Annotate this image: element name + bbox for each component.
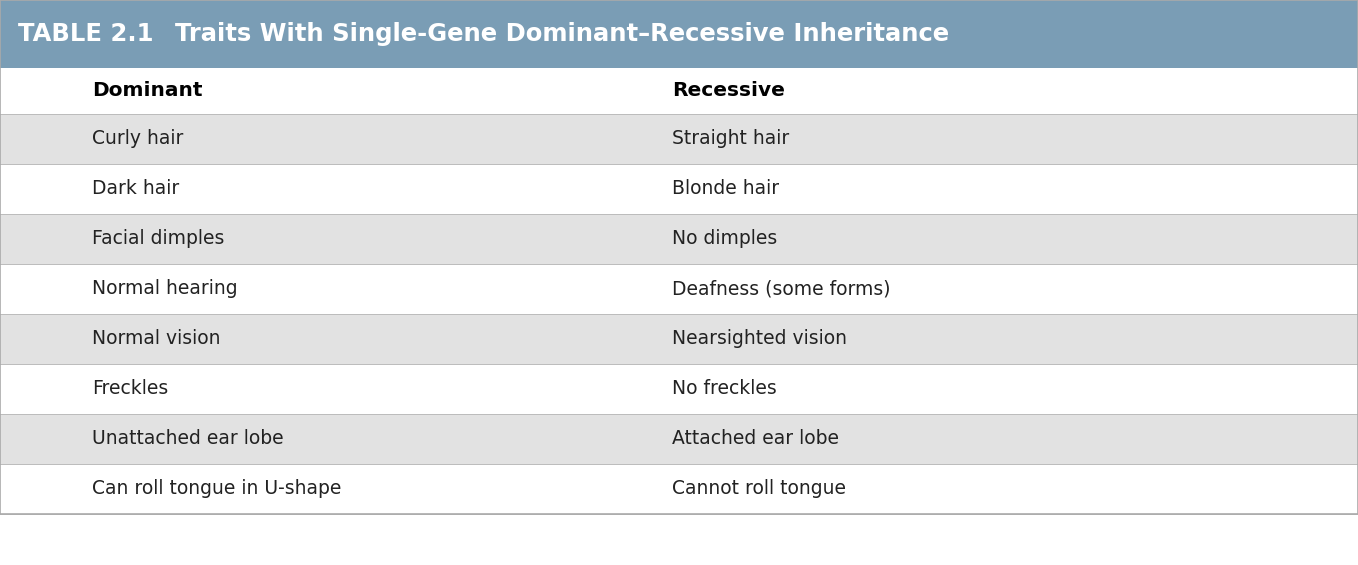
Bar bbox=[0, 214, 1358, 264]
Text: No dimples: No dimples bbox=[672, 229, 778, 249]
Text: Freckles: Freckles bbox=[92, 380, 168, 398]
Text: Dominant: Dominant bbox=[92, 81, 202, 101]
Bar bbox=[0, 264, 1358, 314]
Text: No freckles: No freckles bbox=[672, 380, 777, 398]
Text: Curly hair: Curly hair bbox=[92, 129, 183, 149]
Text: Normal vision: Normal vision bbox=[92, 329, 221, 349]
Bar bbox=[0, 164, 1358, 214]
Text: Straight hair: Straight hair bbox=[672, 129, 789, 149]
Bar bbox=[0, 114, 1358, 164]
Text: Recessive: Recessive bbox=[672, 81, 785, 101]
Text: Dark hair: Dark hair bbox=[92, 180, 179, 198]
Text: Cannot roll tongue: Cannot roll tongue bbox=[672, 480, 846, 498]
Bar bbox=[0, 464, 1358, 514]
Text: TABLE 2.1: TABLE 2.1 bbox=[18, 22, 153, 46]
Text: Blonde hair: Blonde hair bbox=[672, 180, 779, 198]
Text: Deafness (some forms): Deafness (some forms) bbox=[672, 280, 891, 298]
Text: Traits With Single-Gene Dominant–Recessive Inheritance: Traits With Single-Gene Dominant–Recessi… bbox=[175, 22, 949, 46]
Text: Attached ear lobe: Attached ear lobe bbox=[672, 429, 839, 449]
Text: Unattached ear lobe: Unattached ear lobe bbox=[92, 429, 284, 449]
Bar bbox=[0, 364, 1358, 414]
Bar bbox=[0, 68, 1358, 114]
Text: Facial dimples: Facial dimples bbox=[92, 229, 224, 249]
Text: Can roll tongue in U-shape: Can roll tongue in U-shape bbox=[92, 480, 342, 498]
Bar bbox=[0, 314, 1358, 364]
Bar bbox=[0, 0, 1358, 68]
Text: Nearsighted vision: Nearsighted vision bbox=[672, 329, 847, 349]
Bar bbox=[0, 414, 1358, 464]
Text: Normal hearing: Normal hearing bbox=[92, 280, 238, 298]
